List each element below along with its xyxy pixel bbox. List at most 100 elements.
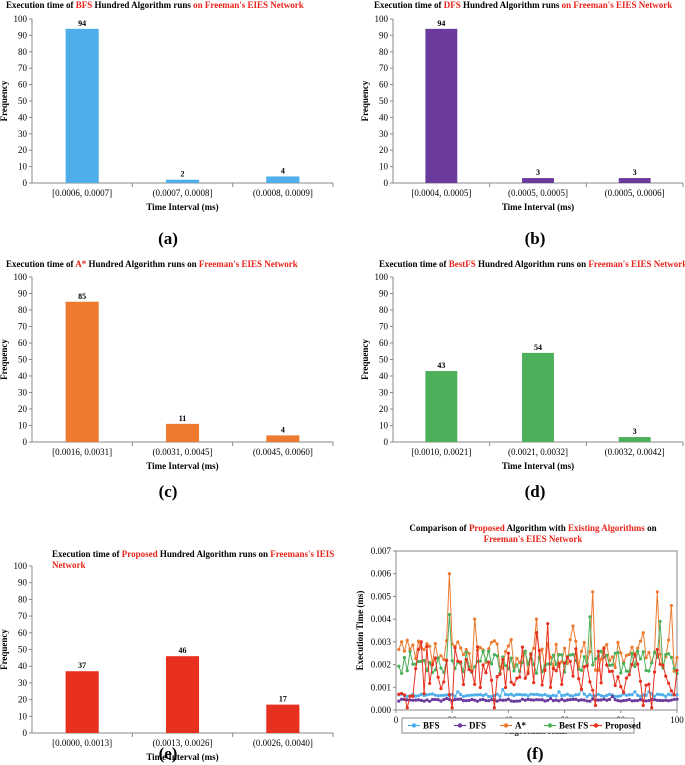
series-point xyxy=(669,689,673,693)
legend-marker xyxy=(593,723,599,728)
series-point xyxy=(419,698,423,702)
series-point xyxy=(675,668,679,672)
series-point xyxy=(540,647,544,651)
series-point xyxy=(532,698,536,702)
series-point xyxy=(638,698,643,702)
y-tick-label: 40 xyxy=(18,661,28,671)
y-tick-label: 0 xyxy=(23,728,28,738)
series-point xyxy=(414,694,418,698)
legend: BFS DFS A* Best FS Proposed xyxy=(401,717,641,734)
panel-label: (e) xyxy=(159,744,178,763)
series-bfs xyxy=(397,687,679,699)
series-point xyxy=(596,692,600,696)
bar xyxy=(65,671,99,733)
series-point xyxy=(416,659,421,664)
x-axis-label: Time Interval (ms) xyxy=(146,752,218,762)
series-point xyxy=(416,647,421,652)
series-point xyxy=(554,698,558,702)
series-point xyxy=(520,660,525,665)
series-point xyxy=(647,682,651,686)
bar-chart-b: Execution time of DFS Hundred Algorithm … xyxy=(360,0,684,248)
chart-title-segment: Hundred Algorithm runs xyxy=(461,0,562,10)
chart-title: Execution time of BestFS Hundred Algorit… xyxy=(379,259,685,269)
series-point xyxy=(619,671,623,675)
series-point xyxy=(520,645,525,649)
series-point xyxy=(658,619,662,624)
panel-label: (b) xyxy=(525,229,546,248)
series-point xyxy=(560,697,564,701)
series-point xyxy=(461,652,466,657)
y-tick-label: 20 xyxy=(18,695,28,705)
series-point xyxy=(495,699,499,703)
y-tick-label: 50 xyxy=(18,645,28,655)
x-category-label: (0.0007, 0.0008] xyxy=(153,188,213,198)
series-point xyxy=(520,697,525,701)
y-tick-label: 0 xyxy=(384,437,389,447)
series-point xyxy=(636,662,640,666)
series-point xyxy=(582,655,586,659)
series-point xyxy=(546,698,550,703)
series-point xyxy=(613,694,617,699)
series-point xyxy=(655,698,659,702)
series-point xyxy=(650,661,654,665)
series-point xyxy=(588,693,592,697)
bar xyxy=(522,352,554,442)
series-point xyxy=(509,680,513,684)
chart-title-segment: Proposed xyxy=(122,549,158,559)
series-point xyxy=(607,663,612,667)
chart-title-segment: Freeman's EIES Network xyxy=(484,534,583,544)
series-point xyxy=(579,649,584,653)
series-point xyxy=(565,698,570,702)
series-point xyxy=(624,676,629,680)
series-point xyxy=(534,671,539,675)
series-point xyxy=(636,646,640,650)
series-point xyxy=(512,682,516,687)
series-point xyxy=(464,698,468,703)
series-point xyxy=(453,697,457,702)
bar xyxy=(425,371,458,442)
legend-marker xyxy=(457,723,463,728)
series-point xyxy=(484,699,488,703)
series-point xyxy=(565,692,570,696)
series-point xyxy=(627,697,631,702)
chart-title-segment: BestFS xyxy=(449,259,476,269)
bar-data-label: 54 xyxy=(534,343,542,352)
series-point xyxy=(428,699,432,703)
series-point xyxy=(638,679,643,684)
bar xyxy=(165,179,200,183)
series-point xyxy=(473,617,477,621)
series-point xyxy=(526,697,530,701)
series-point xyxy=(433,642,437,646)
chart-title-segment: Execution time of xyxy=(6,259,75,269)
series-point xyxy=(633,699,637,703)
y-tick-label: 50 xyxy=(18,96,28,106)
y-tick-label: 40 xyxy=(18,112,28,122)
y-tick-label: 20 xyxy=(379,404,389,414)
series-point xyxy=(492,706,496,710)
y-tick-label: 20 xyxy=(18,404,28,414)
line-chart-f: Comparison of Proposed Algorithm with Ex… xyxy=(355,523,684,763)
series-point xyxy=(641,703,645,708)
series-point xyxy=(636,649,640,653)
series-point xyxy=(605,693,609,697)
series-proposed xyxy=(397,622,679,710)
y-tick-label: 60 xyxy=(379,80,389,90)
series-point xyxy=(422,647,426,652)
series-point xyxy=(397,664,401,668)
y-tick-label: 60 xyxy=(18,338,28,348)
bar-data-label: 3 xyxy=(633,168,637,177)
series-point xyxy=(534,698,539,702)
series-point xyxy=(619,651,623,655)
x-category-label: (0.0031, 0.0045] xyxy=(153,447,213,457)
bar xyxy=(618,437,651,442)
series-point xyxy=(489,698,494,702)
bar-data-label: 4 xyxy=(281,425,285,434)
series-point xyxy=(478,685,482,690)
series-point xyxy=(506,644,510,648)
series-point xyxy=(419,692,423,697)
series-line xyxy=(398,614,678,676)
series-point xyxy=(540,683,544,687)
series-point xyxy=(622,690,626,694)
series-point xyxy=(467,651,471,656)
